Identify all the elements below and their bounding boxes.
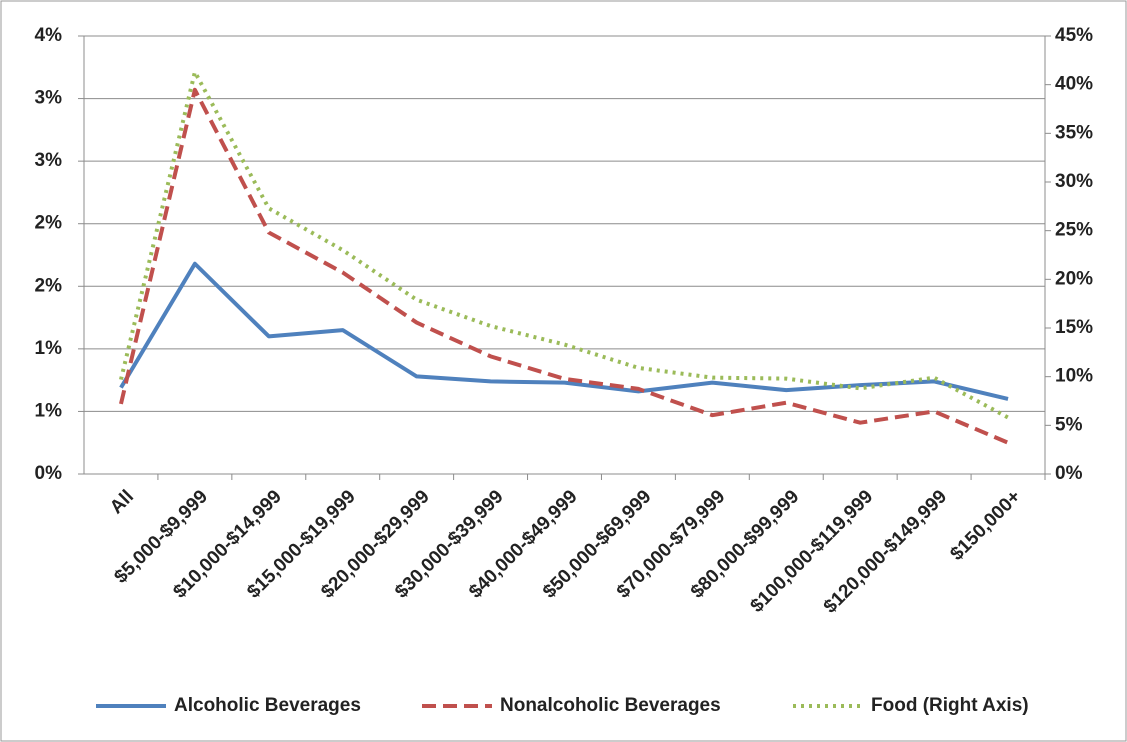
y-tick-label: 2%	[35, 275, 63, 296]
y-tick-label: 4%	[35, 25, 63, 46]
y2-tick-label: 45%	[1055, 25, 1093, 46]
y2-tick-label: 35%	[1055, 122, 1093, 143]
series-line	[119, 87, 1009, 445]
legend-label: Alcoholic Beverages	[174, 695, 361, 716]
y2-tick-label: 40%	[1055, 74, 1093, 95]
y2-tick-label: 10%	[1055, 366, 1093, 387]
y-tick-label: 2%	[35, 213, 63, 234]
y-tick-label: 1%	[35, 400, 63, 421]
y-tick-label: 1%	[35, 338, 63, 359]
legend-label: Food (Right Axis)	[871, 695, 1029, 716]
y-tick-label: 3%	[35, 150, 63, 171]
y2-tick-label: 20%	[1055, 268, 1093, 289]
y2-tick-label: 5%	[1055, 414, 1083, 435]
y2-tick-label: 15%	[1055, 317, 1093, 338]
series-line	[119, 261, 1009, 401]
legend-label: Nonalcoholic Beverages	[500, 695, 721, 716]
y2-tick-label: 30%	[1055, 171, 1093, 192]
y-tick-label: 3%	[35, 88, 63, 109]
y2-tick-label: 25%	[1055, 220, 1093, 241]
series-line	[119, 70, 1009, 420]
y2-tick-label: 0%	[1055, 463, 1083, 484]
y-tick-label: 0%	[35, 463, 63, 484]
